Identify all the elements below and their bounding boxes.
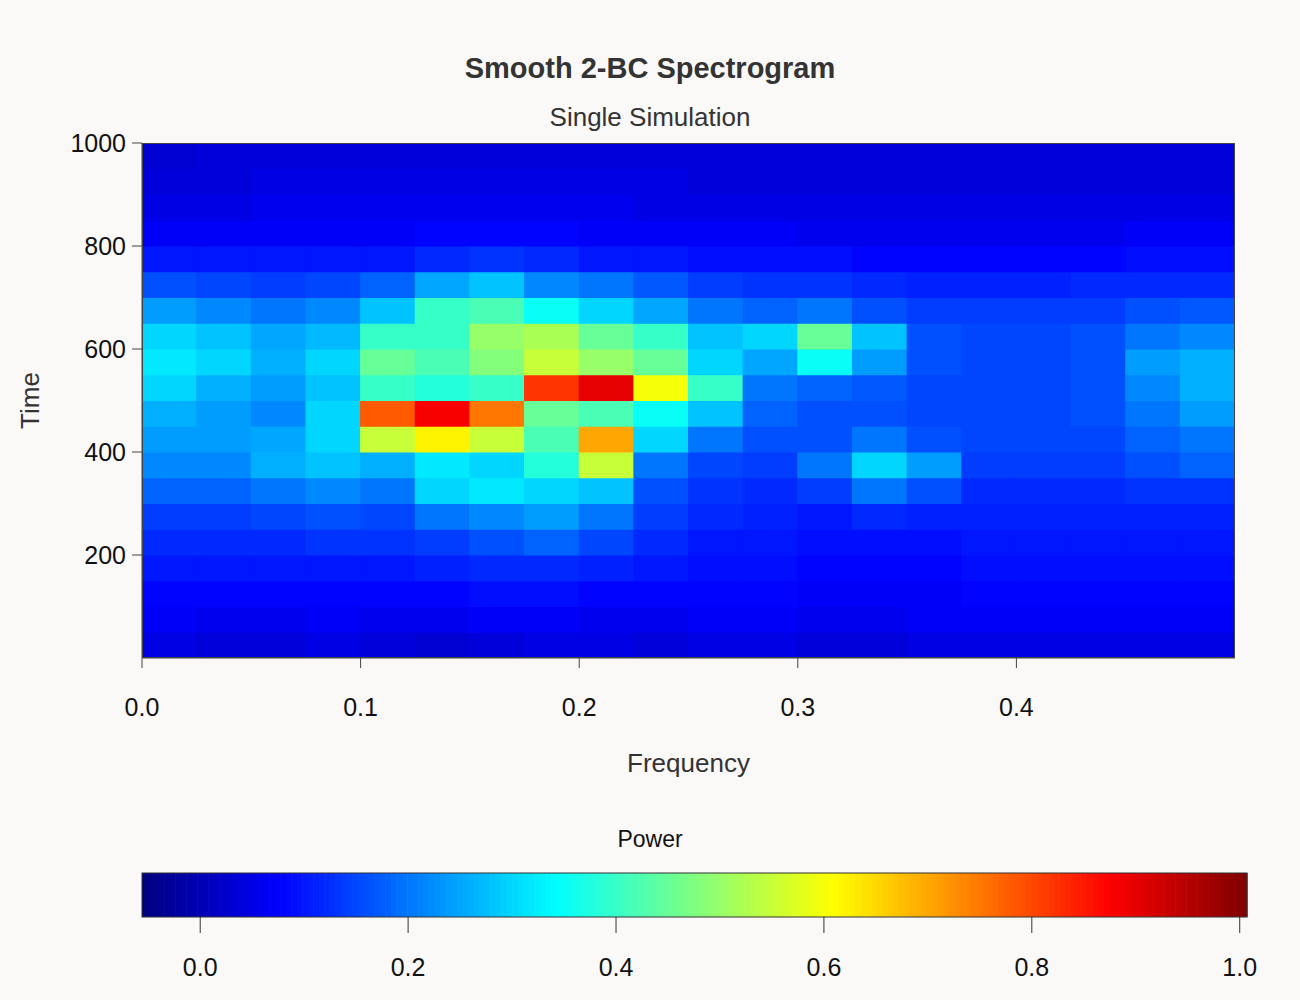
- svg-text:0.0: 0.0: [125, 693, 160, 721]
- svg-text:1000: 1000: [70, 129, 126, 157]
- html-text:Frequency: Frequency: [627, 748, 750, 778]
- html-text:Time: Time: [14, 371, 45, 429]
- svg-text:0.0: 0.0: [183, 953, 218, 981]
- svg-text:0.4: 0.4: [999, 693, 1034, 721]
- svg-text:200: 200: [84, 541, 126, 569]
- svg-text:600: 600: [84, 335, 126, 363]
- html-text:Smooth 2-BC Spectrogram: Smooth 2-BC Spectrogram: [464, 52, 836, 84]
- svg-text:0.4: 0.4: [599, 953, 634, 981]
- svg-text:0.2: 0.2: [562, 693, 597, 721]
- html-text:Power: Power: [617, 826, 683, 852]
- svg-text:800: 800: [84, 232, 126, 260]
- svg-text:0.8: 0.8: [1014, 953, 1049, 981]
- svg-text:0.1: 0.1: [343, 693, 378, 721]
- html-text:Single Simulation: Single Simulation: [549, 102, 751, 132]
- svg-text:0.6: 0.6: [807, 953, 842, 981]
- svg-text:1.0: 1.0: [1222, 953, 1257, 981]
- svg-text:0.3: 0.3: [780, 693, 815, 721]
- svg-text:400: 400: [84, 438, 126, 466]
- svg-text:0.2: 0.2: [391, 953, 426, 981]
